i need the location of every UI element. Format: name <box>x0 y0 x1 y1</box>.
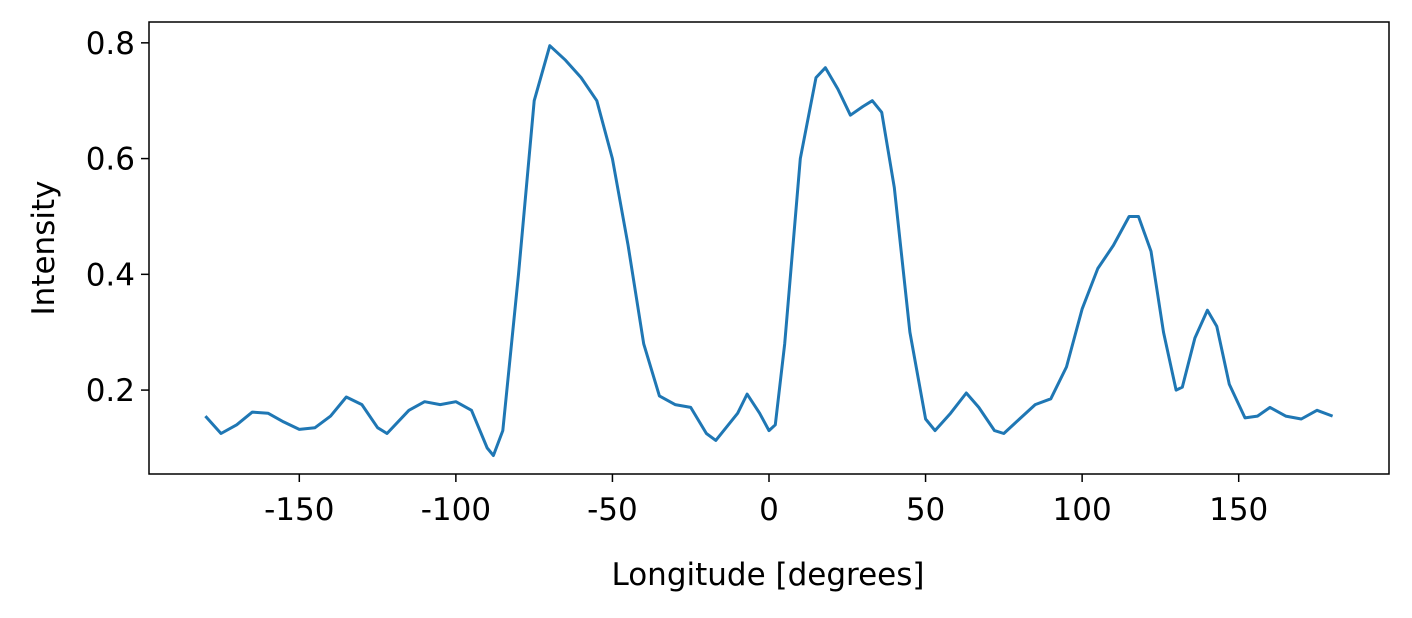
y-tick-label: 0.2 <box>86 373 135 409</box>
x-axis-label: Longitude [degrees] <box>611 557 924 593</box>
x-tick-label: 50 <box>906 492 945 528</box>
data-line <box>204 44 1334 457</box>
x-tick-label: -50 <box>587 492 638 528</box>
y-axis-label: Intensity <box>26 181 62 316</box>
x-tick-label: -100 <box>421 492 491 528</box>
plot-frame <box>148 21 1390 475</box>
x-tick-label: -150 <box>264 492 334 528</box>
y-tick-label: 0.6 <box>86 142 135 178</box>
y-tick-label: 0.8 <box>86 26 135 62</box>
x-tick-label: 150 <box>1209 492 1268 528</box>
x-tick-label: 0 <box>759 492 779 528</box>
y-tick-label: 0.4 <box>86 257 135 293</box>
x-tick-label: 100 <box>1053 492 1112 528</box>
